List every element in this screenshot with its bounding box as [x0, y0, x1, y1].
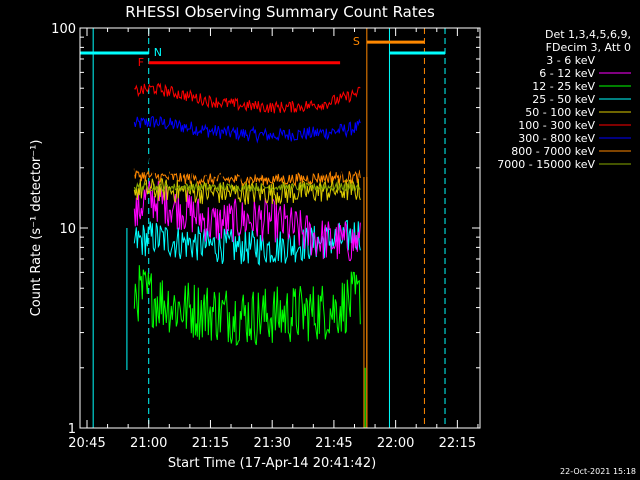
night-label: N	[154, 46, 162, 59]
series-line	[133, 115, 361, 144]
legend-entry: 6 - 12 keV	[539, 67, 595, 80]
x-tick-label: 20:45	[68, 436, 105, 451]
y-axis-label: Count Rate (s⁻¹ detector⁻¹)	[29, 140, 44, 317]
series-line	[133, 168, 361, 187]
saa-label: S	[353, 35, 360, 48]
legend-entry: 25 - 50 keV	[532, 93, 595, 106]
chart-title: RHESSI Observing Summary Count Rates	[125, 3, 435, 21]
flare-label: F	[138, 56, 144, 69]
series-line	[133, 180, 361, 262]
legend-entry: 7000 - 15000 keV	[497, 158, 595, 171]
axes-layer: 1 10 100 20:45 21:00 21:15 21:30 21:45 22:00 22:1…	[51, 22, 481, 451]
legend-entry: 800 - 7000 keV	[511, 145, 595, 158]
y-tick-label: 10	[59, 222, 76, 237]
series-line	[133, 265, 361, 346]
y-tick-label: 100	[51, 22, 76, 37]
x-tick-label: 22:00	[377, 436, 414, 451]
legend: Det 1,3,4,5,6,9,FDecim 3, Att 03 - 6 keV…	[497, 28, 631, 171]
legend-entry: 12 - 25 keV	[532, 80, 595, 93]
series-line	[133, 181, 361, 193]
x-axis-label: Start Time (17-Apr-14 20:41:42)	[168, 456, 376, 471]
series-layer	[126, 82, 368, 428]
series-line	[133, 152, 361, 182]
legend-entry: 3 - 6 keV	[546, 54, 595, 67]
x-tick-label: 21:45	[315, 436, 352, 451]
legend-entry: 50 - 100 keV	[525, 106, 595, 119]
legend-entry: 100 - 300 keV	[518, 119, 595, 132]
legend-entry: 300 - 800 keV	[518, 132, 595, 145]
legend-header: FDecim 3, Att 0	[546, 41, 631, 54]
x-tick-label: 21:00	[130, 436, 167, 451]
series-line	[134, 82, 361, 114]
x-tick-label: 21:15	[192, 436, 229, 451]
y-tick-label: 1	[68, 422, 76, 437]
x-tick-label: 22:15	[439, 436, 476, 451]
timestamp: 22-Oct-2021 15:18	[560, 467, 636, 476]
legend-header: Det 1,3,4,5,6,9,	[545, 28, 631, 41]
x-tick-label: 21:30	[253, 436, 290, 451]
